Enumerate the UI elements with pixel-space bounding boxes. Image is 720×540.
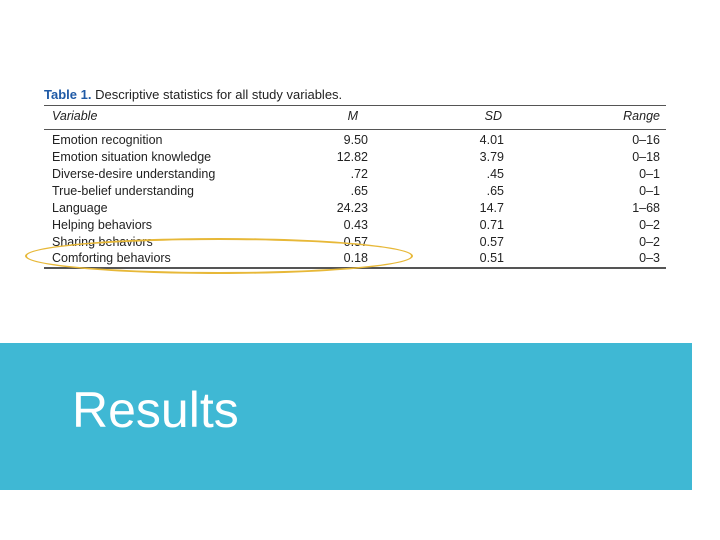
row-variable: Language: [52, 201, 108, 215]
row-sd: 0.71: [479, 218, 504, 232]
table-row: Emotion recognition 9.50 4.01 0–16: [44, 132, 666, 149]
row-m: 12.82: [336, 150, 368, 164]
table-header: Variable M SD Range: [44, 109, 666, 127]
header-variable: Variable: [52, 109, 98, 123]
row-variable: Emotion recognition: [52, 133, 163, 147]
table-row: True-belief understanding .65 .65 0–1: [44, 183, 666, 200]
row-range: 0–1: [639, 167, 660, 181]
row-m: .65: [350, 184, 368, 198]
row-sd: 14.7: [479, 201, 504, 215]
row-m: 9.50: [343, 133, 368, 147]
row-range: 0–18: [632, 150, 660, 164]
row-sd: 4.01: [479, 133, 504, 147]
row-m: 24.23: [336, 201, 368, 215]
row-sd: 3.79: [479, 150, 504, 164]
row-m: .72: [350, 167, 368, 181]
row-range: 0–3: [639, 251, 660, 265]
table-row: Emotion situation knowledge 12.82 3.79 0…: [44, 149, 666, 166]
row-range: 0–2: [639, 218, 660, 232]
table-row: Language 24.23 14.7 1–68: [44, 200, 666, 217]
results-banner: [0, 343, 692, 490]
row-sd: .65: [486, 184, 504, 198]
table-top-rule: [44, 105, 666, 106]
table-caption-text: Descriptive statistics for all study var…: [95, 87, 343, 102]
header-range: Range: [623, 109, 660, 123]
row-variable: Helping behaviors: [52, 218, 153, 232]
row-sd: 0.57: [479, 235, 504, 249]
table-caption-label: Table 1.: [44, 87, 92, 102]
row-sd: .45: [486, 167, 504, 181]
row-variable: Emotion situation knowledge: [52, 150, 212, 164]
row-m: 0.43: [343, 218, 368, 232]
row-range: 0–16: [632, 133, 660, 147]
row-sd: 0.51: [479, 251, 504, 265]
table-header-rule: [44, 129, 666, 130]
header-sd: SD: [484, 109, 502, 123]
header-m: M: [347, 109, 358, 123]
descriptive-stats-table: Table 1. Descriptive statistics for all …: [44, 86, 666, 269]
row-range: 1–68: [632, 201, 660, 215]
banner-title: Results: [72, 382, 239, 438]
table-row: Helping behaviors 0.43 0.71 0–2: [44, 217, 666, 234]
row-variable: Diverse-desire understanding: [52, 167, 216, 181]
row-range: 0–2: [639, 235, 660, 249]
table-row: Diverse-desire understanding .72 .45 0–1: [44, 166, 666, 183]
table-caption: Table 1. Descriptive statistics for all …: [44, 86, 666, 104]
row-variable: True-belief understanding: [52, 184, 194, 198]
row-range: 0–1: [639, 184, 660, 198]
highlight-ellipse: [25, 238, 413, 274]
